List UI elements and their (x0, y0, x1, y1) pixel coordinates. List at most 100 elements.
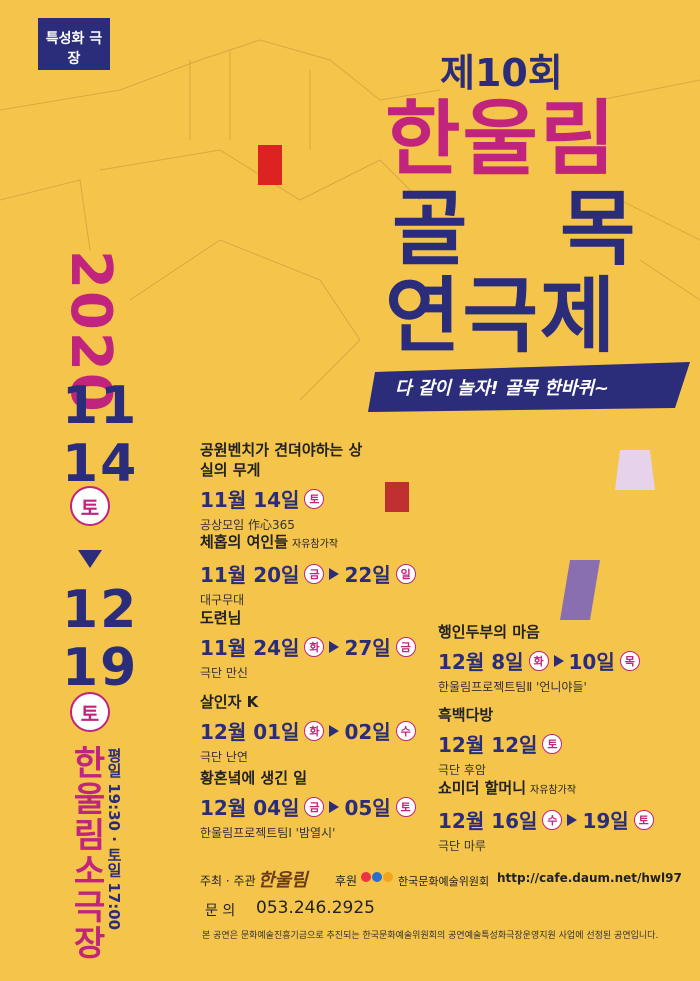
event: 체홉의 여인들 자유참가작 11월 20일 금 22일 일 대구무대 (200, 532, 430, 608)
showtimes: 평일 19:30 · 토일 17:00 (105, 748, 123, 931)
arrow (329, 800, 340, 813)
url[interactable]: http://cafe.daum.net/hwl97 (497, 871, 682, 885)
end-weekday: 토 (395, 796, 416, 817)
arrow-down (78, 550, 102, 568)
event-name: 체홉의 여인들 (200, 533, 289, 551)
event-dates: 11월 14일 토 (200, 484, 430, 513)
arrow (567, 813, 578, 826)
end-date: 27일 (344, 636, 391, 660)
event-company: 대구무대 (200, 593, 245, 607)
arrow (553, 654, 564, 667)
event-company: 한울림프로젝트팀Ⅰ '밤열시' (200, 826, 336, 840)
end-date: 05일 (344, 796, 391, 820)
event-name: 공원벤치가 견뎌야하는 상실의 무게 (200, 441, 363, 479)
start-date: 12월 04일 (200, 796, 300, 820)
event-title: 공원벤치가 견뎌야하는 상실의 무게 (200, 440, 370, 480)
event-title: 흑백다방 (438, 705, 608, 725)
event-dates: 12월 01일 화 02일 수 (200, 716, 430, 745)
event-company: 공상모임 作心365 (200, 518, 295, 532)
event-name: 도련님 (200, 609, 242, 627)
end-date: 22일 (344, 563, 391, 587)
start-date: 11월 20일 (200, 563, 300, 587)
event-dates: 12월 16일 수 19일 토 (438, 805, 668, 834)
edition: 제10회 (440, 51, 563, 95)
end-month: 12 (62, 580, 139, 640)
start-weekday: 수 (542, 809, 563, 830)
contact: 053.246.2925 (256, 898, 375, 918)
event-dates: 12월 8일 화 10일 목 (438, 646, 668, 675)
event-name: 살인자 K (200, 693, 259, 711)
start-date: 11월 24일 (200, 636, 300, 660)
start-weekday: 토 (542, 733, 563, 754)
event-dates: 12월 04일 금 05일 토 (200, 792, 430, 821)
end-date: 10일 (568, 650, 615, 674)
event-name: 행인두부의 마음 (438, 623, 540, 641)
end-date: 19일 (582, 809, 629, 833)
contact-label: 문 의 (205, 903, 236, 919)
event-dates: 11월 20일 금 22일 일 (200, 559, 430, 588)
start-date: 11월 14일 (200, 488, 300, 512)
start-date: 12월 01일 (200, 720, 300, 744)
event-dates: 11월 24일 화 27일 금 (200, 632, 430, 661)
event-company: 극단 난연 (200, 750, 248, 764)
host: 한울림 (258, 870, 308, 891)
event-company: 극단 후암 (438, 763, 486, 777)
event-title: 도련님 (200, 608, 370, 628)
slogan: 다 같이 놀자! 골목 한바퀴~ (395, 378, 609, 399)
event-title: 체홉의 여인들 자유참가작 (200, 532, 370, 555)
event-title: 쇼미더 할머니 자유참가작 (438, 778, 608, 801)
event-name: 쇼미더 할머니 (438, 779, 527, 797)
event-company: 한울림프로젝트팀Ⅱ '언니야들' (438, 680, 587, 694)
notice: 본 공연은 문화예술진흥기금으로 추진되는 한국문화예술위원회의 공연예술특성화… (202, 931, 659, 941)
event-name: 황혼녘에 생긴 일 (200, 769, 308, 787)
start-weekday: 화 (528, 650, 549, 671)
event-note: 자유참가작 (530, 785, 577, 796)
start-date: 12월 8일 (438, 650, 524, 674)
event-note: 자유참가작 (292, 539, 339, 550)
start-weekday: 토 (70, 486, 110, 526)
arrow (329, 567, 340, 580)
arrow (329, 724, 340, 737)
sponsor-label: 후원 (335, 874, 358, 888)
badge: 특성화 극장 (45, 31, 103, 67)
start-weekday: 화 (304, 720, 325, 741)
start-weekday: 금 (304, 563, 325, 584)
title-line: 한울림 (385, 92, 618, 187)
event-title: 황혼녘에 생긴 일 (200, 768, 370, 788)
start-weekday: 화 (304, 636, 325, 657)
event-company: 극단 만신 (200, 666, 248, 680)
event-company: 극단 마루 (438, 839, 486, 853)
start-date: 12월 16일 (438, 809, 538, 833)
sponsor-logo (361, 872, 393, 882)
end-weekday: 목 (619, 650, 640, 671)
event-name: 흑백다방 (438, 706, 494, 724)
end-day: 19 (62, 638, 139, 698)
event-title: 살인자 K (200, 692, 370, 712)
host-label: 주최 · 주관 (200, 874, 256, 888)
start-weekday: 금 (304, 796, 325, 817)
title-line: 연극제 (385, 269, 618, 364)
start-day: 14 (62, 434, 139, 494)
event-dates: 12월 12일 토 (438, 729, 668, 758)
title-line: 골 목 (392, 182, 638, 277)
start-month: 11 (62, 376, 139, 436)
end-date: 02일 (344, 720, 391, 744)
venue: 한울림소극장 (66, 745, 106, 961)
end-weekday: 토 (633, 809, 654, 830)
end-weekday: 금 (395, 636, 416, 657)
sponsor: 한국문화예술위원회 (398, 875, 490, 888)
event-title: 행인두부의 마음 (438, 622, 608, 642)
start-date: 12월 12일 (438, 733, 538, 757)
year: 2020 (58, 250, 123, 414)
end-weekday: 토 (70, 692, 110, 732)
end-weekday: 수 (395, 720, 416, 741)
arrow (329, 640, 340, 653)
start-weekday: 토 (304, 488, 325, 509)
